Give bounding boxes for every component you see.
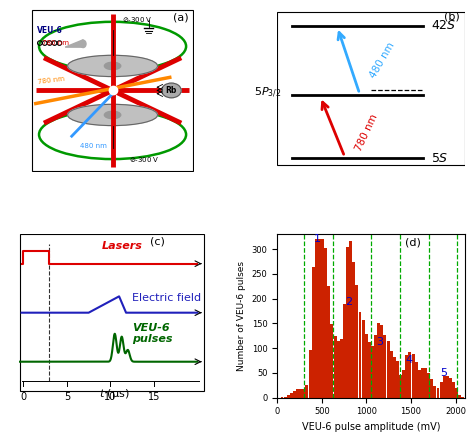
Bar [328,286,330,398]
Text: $5S$: $5S$ [431,152,448,165]
Text: VEU-6
pulses: VEU-6 pulses [132,323,173,344]
Text: $\oslash$-300 V: $\oslash$-300 V [129,155,160,164]
Text: 0: 0 [20,392,27,402]
Text: 1: 1 [314,234,321,244]
Text: Rb: Rb [165,86,176,95]
Bar [334,336,337,398]
Text: 2: 2 [345,297,352,307]
Bar [409,352,411,398]
Bar [433,385,437,398]
Bar [293,391,296,398]
Bar [340,339,343,398]
Bar [343,304,346,398]
Polygon shape [65,40,83,47]
Bar [415,362,418,398]
Bar [421,368,424,398]
Text: Electric field: Electric field [132,293,201,303]
Bar [380,325,383,398]
Bar [305,385,309,398]
Text: 480 nm: 480 nm [368,41,396,80]
Bar [458,395,461,398]
Text: (c): (c) [150,236,164,246]
Bar [349,241,352,398]
Text: Lasers: Lasers [102,241,143,251]
Bar [449,378,452,398]
Bar [356,285,358,398]
Ellipse shape [68,55,157,76]
Bar [424,368,427,398]
Ellipse shape [162,83,181,98]
Ellipse shape [68,104,157,125]
Bar [396,361,399,398]
Bar [393,357,396,398]
Bar [411,354,415,398]
Ellipse shape [104,62,121,69]
Bar [321,239,324,398]
Bar [290,393,293,398]
Bar [346,246,349,398]
Text: 480 nm: 480 nm [80,142,107,149]
Bar [405,355,408,398]
Bar [452,382,455,398]
Ellipse shape [104,111,121,118]
Text: 780 nm: 780 nm [37,76,65,85]
Bar [418,370,421,398]
Y-axis label: Number of VEU-6 pulses: Number of VEU-6 pulses [237,261,246,371]
Bar [437,388,439,398]
Bar [374,335,377,398]
Bar [283,397,287,398]
Text: $42S$: $42S$ [431,19,456,32]
Text: 10: 10 [104,392,117,402]
Bar [377,323,380,398]
Text: 5: 5 [64,392,70,402]
Bar [399,375,402,398]
Bar [427,373,430,398]
Bar [302,389,305,398]
Bar [371,346,374,398]
Text: (a): (a) [173,12,189,22]
Bar [443,376,446,398]
Text: (d): (d) [405,238,420,248]
Text: $t$ (µs): $t$ (µs) [100,387,130,401]
Bar [390,351,392,398]
Bar [430,378,433,398]
Bar [455,388,458,398]
Bar [337,341,340,398]
Bar [299,388,302,398]
Bar [358,312,362,398]
Text: $\oslash$-300 V: $\oslash$-300 V [122,15,153,24]
X-axis label: VEU-6 pulse amplitude (mV): VEU-6 pulse amplitude (mV) [301,422,440,432]
Text: 15: 15 [148,392,160,402]
Bar [309,350,311,398]
Bar [446,376,449,398]
Bar [330,324,333,398]
Bar [387,341,390,398]
Bar [440,382,443,398]
Bar [296,389,299,398]
Bar [383,335,386,398]
Bar [324,247,327,398]
Bar [352,262,355,398]
Bar [287,395,290,398]
Text: 780 nm: 780 nm [354,112,380,153]
Bar [312,267,315,398]
Bar [368,342,371,398]
Text: 780 nm: 780 nm [42,40,69,46]
Bar [402,370,405,398]
Text: VEU-6: VEU-6 [37,26,63,35]
Bar [318,239,321,398]
Text: (b): (b) [444,12,460,22]
Text: $5P_{3/2}$: $5P_{3/2}$ [254,86,281,100]
Text: 4: 4 [406,354,413,364]
Bar [365,334,368,398]
Ellipse shape [80,40,86,48]
Bar [362,320,365,398]
Text: 3: 3 [376,337,383,347]
Bar [315,239,318,398]
Text: 5: 5 [440,368,447,378]
